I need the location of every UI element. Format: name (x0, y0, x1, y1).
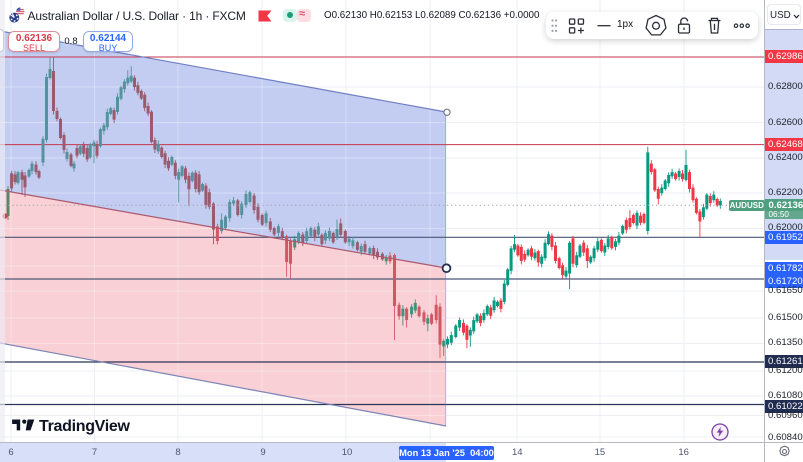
svg-text:TradingView: TradingView (39, 418, 131, 435)
